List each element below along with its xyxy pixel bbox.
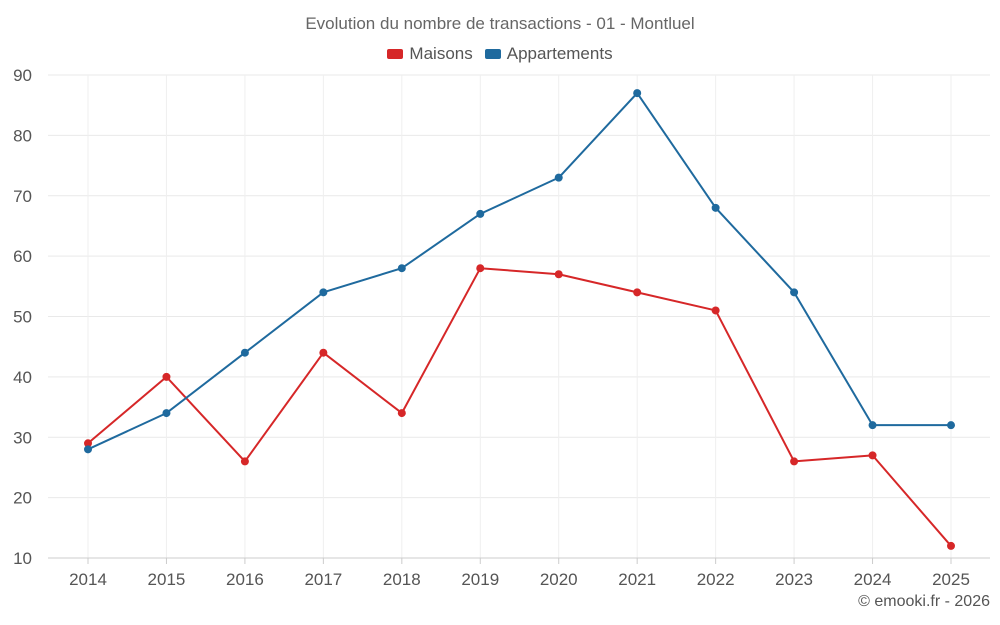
data-point-maisons-2017[interactable]	[319, 348, 328, 357]
data-point-maisons-2014[interactable]	[84, 439, 92, 448]
y-tick-label-10: 10	[13, 549, 32, 568]
data-point-maisons-2020[interactable]	[554, 270, 563, 279]
data-point-appartements-2016[interactable]	[240, 348, 249, 357]
x-tick-label-2016: 2016	[226, 570, 264, 589]
data-point-appartements-2020[interactable]	[554, 173, 563, 182]
y-tick-label-40: 40	[13, 368, 32, 387]
x-tick-label-2024: 2024	[854, 570, 892, 589]
x-tick-label-2025: 2025	[932, 570, 970, 589]
data-point-appartements-2021[interactable]	[633, 89, 642, 98]
data-point-appartements-2019[interactable]	[476, 209, 485, 218]
y-tick-label-20: 20	[13, 489, 32, 508]
legend-label-appartements: Appartements	[506, 44, 613, 63]
x-tick-label-2021: 2021	[618, 570, 656, 589]
legend: Maisons Appartements	[0, 44, 1000, 64]
x-tick-label-2023: 2023	[775, 570, 813, 589]
legend-swatch-maisons	[387, 49, 404, 59]
data-point-maisons-2025[interactable]	[947, 541, 955, 550]
y-tick-label-80: 80	[13, 126, 32, 145]
y-tick-label-60: 60	[13, 247, 32, 266]
data-point-maisons-2018[interactable]	[397, 409, 406, 418]
data-point-maisons-2019[interactable]	[476, 264, 485, 273]
data-point-maisons-2021[interactable]	[633, 288, 642, 297]
x-tick-label-2020: 2020	[540, 570, 578, 589]
x-tick-label-2019: 2019	[461, 570, 499, 589]
y-tick-label-90: 90	[13, 66, 32, 85]
data-point-appartements-2018[interactable]	[397, 264, 406, 273]
y-tick-label-70: 70	[13, 187, 32, 206]
data-point-maisons-2016[interactable]	[240, 457, 249, 466]
data-point-maisons-2024[interactable]	[868, 451, 877, 460]
legend-swatch-appartements	[484, 49, 501, 59]
data-point-maisons-2015[interactable]	[162, 372, 171, 381]
chart-title: Evolution du nombre de transactions - 01…	[305, 14, 695, 33]
data-point-appartements-2025[interactable]	[947, 421, 955, 430]
data-point-appartements-2023[interactable]	[790, 288, 799, 297]
x-tick-label-2014: 2014	[69, 570, 107, 589]
series-line-maisons	[87, 267, 952, 547]
x-tick-label-2017: 2017	[304, 570, 342, 589]
copyright-credit: © emooki.fr - 2026	[858, 593, 990, 610]
data-point-appartements-2015[interactable]	[162, 409, 171, 418]
x-tick-label-2022: 2022	[697, 570, 735, 589]
data-point-maisons-2023[interactable]	[790, 457, 799, 466]
legend-item-appartements[interactable]: Appartements	[484, 44, 613, 64]
data-point-appartements-2017[interactable]	[319, 288, 328, 297]
legend-item-maisons[interactable]: Maisons	[387, 44, 473, 64]
x-tick-label-2018: 2018	[383, 570, 421, 589]
data-point-appartements-2022[interactable]	[711, 203, 720, 212]
legend-label-maisons: Maisons	[409, 44, 473, 63]
y-tick-label-50: 50	[13, 308, 32, 327]
data-point-appartements-2014[interactable]	[84, 445, 92, 454]
data-point-maisons-2022[interactable]	[711, 306, 720, 315]
series-line-appartements	[87, 92, 951, 451]
data-point-appartements-2024[interactable]	[868, 421, 877, 430]
y-tick-label-30: 30	[13, 428, 32, 447]
x-tick-label-2015: 2015	[148, 570, 186, 589]
